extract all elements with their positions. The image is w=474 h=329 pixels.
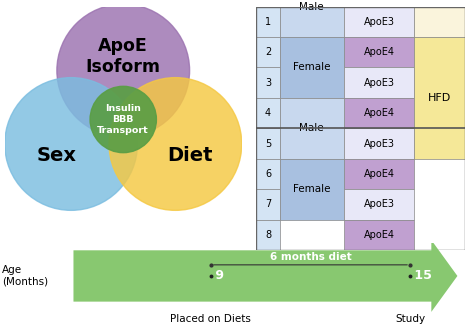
- Text: ApoE
Isoform: ApoE Isoform: [86, 37, 161, 76]
- Bar: [256, 67, 280, 98]
- Text: 4: 4: [265, 108, 271, 118]
- Bar: [280, 0, 344, 37]
- Text: 1: 1: [265, 17, 271, 27]
- Text: Female: Female: [293, 184, 330, 194]
- Text: Sex: Sex: [37, 146, 77, 165]
- Bar: [256, 128, 280, 159]
- Bar: [344, 220, 414, 250]
- Bar: [344, 7, 414, 37]
- Text: ApoE4: ApoE4: [364, 108, 394, 118]
- Bar: [256, 189, 280, 220]
- Bar: [256, 220, 280, 250]
- Text: Insulin
BBB
Transport: Insulin BBB Transport: [97, 104, 149, 135]
- Circle shape: [57, 4, 190, 137]
- Text: 6: 6: [265, 169, 271, 179]
- Text: Male: Male: [300, 123, 324, 133]
- Text: Diet: Diet: [167, 146, 212, 165]
- Text: 15: 15: [410, 269, 432, 283]
- Text: 6 months diet: 6 months diet: [270, 252, 351, 262]
- Bar: [344, 189, 414, 220]
- Polygon shape: [73, 240, 457, 312]
- Text: Male: Male: [300, 2, 324, 12]
- Text: 5: 5: [265, 139, 271, 148]
- Bar: [280, 98, 344, 159]
- Text: ApoE3: ApoE3: [364, 78, 394, 88]
- Bar: [280, 159, 344, 220]
- Circle shape: [90, 86, 156, 153]
- Text: ApoE3: ApoE3: [364, 199, 394, 209]
- Bar: [414, 37, 465, 159]
- Text: ApoE4: ApoE4: [364, 169, 394, 179]
- Text: ApoE3: ApoE3: [364, 139, 394, 148]
- Circle shape: [109, 78, 242, 210]
- Text: Female: Female: [293, 63, 330, 72]
- Text: 3: 3: [265, 78, 271, 88]
- Bar: [256, 98, 280, 128]
- Bar: [280, 37, 344, 98]
- Bar: [414, 0, 465, 37]
- Text: 2: 2: [265, 47, 271, 57]
- Text: ApoE4: ApoE4: [364, 230, 394, 240]
- Bar: [344, 159, 414, 189]
- Text: Study: Study: [395, 314, 425, 324]
- Text: 7: 7: [265, 199, 271, 209]
- Text: ApoE3: ApoE3: [364, 17, 394, 27]
- Bar: [344, 37, 414, 67]
- Text: Placed on Diets: Placed on Diets: [171, 314, 251, 324]
- Text: 9: 9: [211, 269, 224, 283]
- Bar: [344, 98, 414, 128]
- Text: HFD: HFD: [428, 93, 451, 103]
- Text: ApoE4: ApoE4: [364, 47, 394, 57]
- Text: 8: 8: [265, 230, 271, 240]
- Text: Age
(Months): Age (Months): [2, 265, 48, 287]
- Bar: [256, 37, 280, 67]
- Bar: [256, 7, 280, 37]
- Circle shape: [5, 78, 137, 210]
- Bar: [256, 159, 280, 189]
- Bar: [344, 128, 414, 159]
- Bar: [344, 67, 414, 98]
